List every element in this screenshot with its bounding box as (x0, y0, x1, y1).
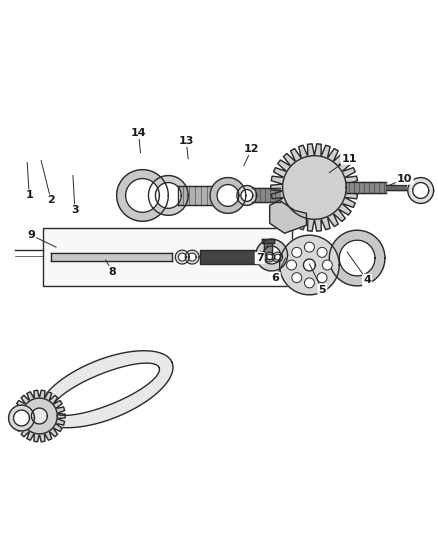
Polygon shape (279, 235, 339, 295)
Polygon shape (185, 250, 199, 264)
Polygon shape (304, 259, 315, 271)
Polygon shape (241, 190, 253, 201)
Polygon shape (200, 250, 260, 264)
Polygon shape (265, 252, 275, 262)
Polygon shape (148, 175, 188, 215)
Polygon shape (126, 179, 159, 212)
Polygon shape (252, 189, 279, 203)
Text: 4: 4 (363, 275, 371, 285)
Polygon shape (210, 177, 246, 213)
Polygon shape (52, 363, 159, 415)
Polygon shape (386, 184, 406, 190)
Circle shape (292, 247, 302, 257)
Circle shape (317, 247, 327, 257)
Circle shape (286, 260, 297, 270)
Polygon shape (267, 254, 273, 260)
Text: 8: 8 (109, 267, 117, 277)
Polygon shape (39, 351, 173, 427)
Polygon shape (256, 239, 288, 271)
Polygon shape (9, 405, 35, 431)
Polygon shape (14, 390, 65, 442)
Polygon shape (178, 253, 186, 261)
Polygon shape (329, 230, 385, 286)
Text: 6: 6 (272, 273, 279, 283)
Text: 11: 11 (341, 154, 357, 164)
Text: 1: 1 (25, 190, 33, 200)
Polygon shape (346, 182, 386, 193)
Polygon shape (264, 243, 272, 259)
Polygon shape (413, 182, 429, 198)
Polygon shape (117, 169, 168, 221)
Polygon shape (263, 246, 281, 264)
Polygon shape (273, 252, 283, 262)
Text: 3: 3 (71, 205, 79, 215)
Text: 7: 7 (256, 253, 264, 263)
Polygon shape (270, 200, 307, 233)
Circle shape (304, 242, 314, 252)
Polygon shape (283, 156, 346, 219)
Text: 2: 2 (47, 196, 55, 205)
Polygon shape (408, 177, 434, 204)
Text: 9: 9 (27, 230, 35, 240)
Text: 12: 12 (244, 144, 260, 154)
Bar (43, 228, 292, 286)
Circle shape (317, 273, 327, 282)
Polygon shape (262, 247, 282, 263)
Polygon shape (262, 239, 274, 243)
Polygon shape (259, 254, 265, 260)
Polygon shape (257, 252, 267, 262)
Text: 5: 5 (318, 285, 326, 295)
Text: 13: 13 (179, 136, 194, 146)
Polygon shape (178, 185, 228, 205)
Circle shape (304, 278, 314, 288)
Text: 10: 10 (397, 174, 413, 183)
Polygon shape (275, 254, 281, 260)
Polygon shape (217, 184, 239, 206)
Polygon shape (175, 250, 189, 264)
Polygon shape (271, 144, 358, 231)
Polygon shape (155, 182, 181, 208)
Polygon shape (21, 398, 57, 434)
Text: 14: 14 (131, 128, 146, 138)
Polygon shape (188, 253, 196, 261)
Polygon shape (51, 253, 172, 261)
Polygon shape (32, 408, 47, 424)
Circle shape (292, 273, 302, 282)
Polygon shape (14, 410, 29, 426)
Polygon shape (339, 240, 375, 276)
Polygon shape (237, 185, 257, 205)
Circle shape (322, 260, 332, 270)
